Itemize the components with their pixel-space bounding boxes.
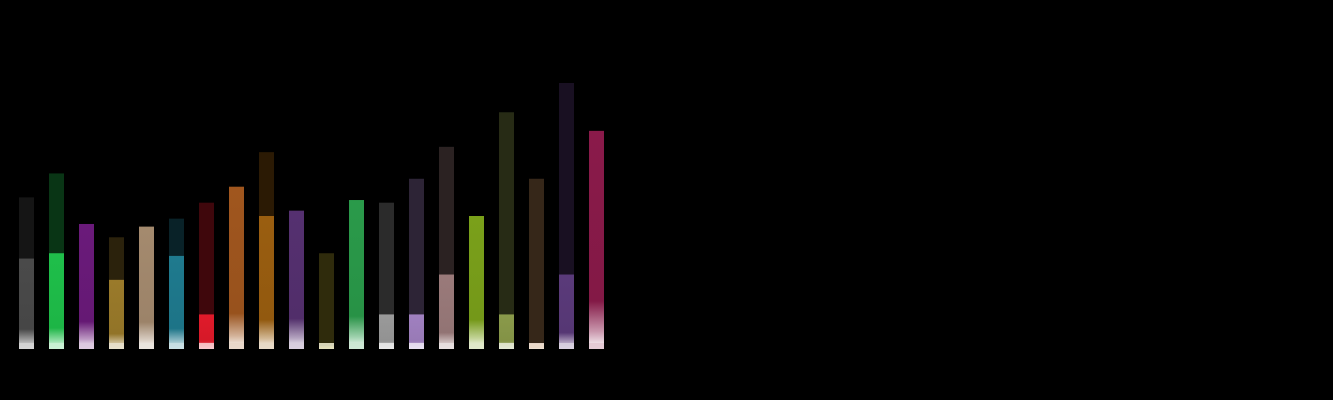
bar-outer-18 <box>529 178 544 349</box>
bar-5 <box>139 226 154 349</box>
bar-3 <box>79 223 94 349</box>
bar-20 <box>589 130 604 349</box>
bar-base-glow-1 <box>19 343 34 349</box>
bar-base-glow-7 <box>199 343 214 349</box>
bar-base-glow-15 <box>439 343 454 349</box>
bar-outer-14 <box>409 178 424 349</box>
bar-19 <box>559 274 574 349</box>
bar-6 <box>169 255 184 349</box>
bar-9 <box>259 216 274 349</box>
bar-base-glow-11 <box>319 343 334 349</box>
bar-base-glow-4 <box>109 343 124 349</box>
bar-15 <box>439 274 454 349</box>
bar-base-glow-16 <box>469 343 484 349</box>
bar-outer-7 <box>199 202 214 349</box>
bar-outer-11 <box>319 253 334 349</box>
bar-4 <box>109 279 124 349</box>
bar-2 <box>49 253 64 349</box>
bar-base-glow-3 <box>79 343 94 349</box>
bar-16 <box>469 216 484 349</box>
bar-base-glow-6 <box>169 343 184 349</box>
bar-base-glow-19 <box>559 343 574 349</box>
bar-7 <box>199 314 214 349</box>
bar-base-glow-12 <box>349 343 364 349</box>
bar-base-glow-17 <box>499 343 514 349</box>
bar-outer-17 <box>499 112 514 349</box>
bars-layer <box>19 83 604 349</box>
bar-base-glow-2 <box>49 343 64 349</box>
bar-base-glow-9 <box>259 343 274 349</box>
bar-17 <box>499 314 514 349</box>
bar-base-glow-8 <box>229 343 244 349</box>
bar-10 <box>289 210 304 349</box>
bar-12 <box>349 200 364 349</box>
bar-base-glow-20 <box>589 343 604 349</box>
bar-8 <box>229 186 244 349</box>
bar-14 <box>409 314 424 349</box>
bar-base-glow-5 <box>139 343 154 349</box>
bar-base-glow-13 <box>379 343 394 349</box>
bar-outer-13 <box>379 202 394 349</box>
bar-1 <box>19 258 34 349</box>
bar-base-glow-18 <box>529 343 544 349</box>
bar-13 <box>379 314 394 349</box>
bar-base-glow-14 <box>409 343 424 349</box>
bar-base-glow-10 <box>289 343 304 349</box>
